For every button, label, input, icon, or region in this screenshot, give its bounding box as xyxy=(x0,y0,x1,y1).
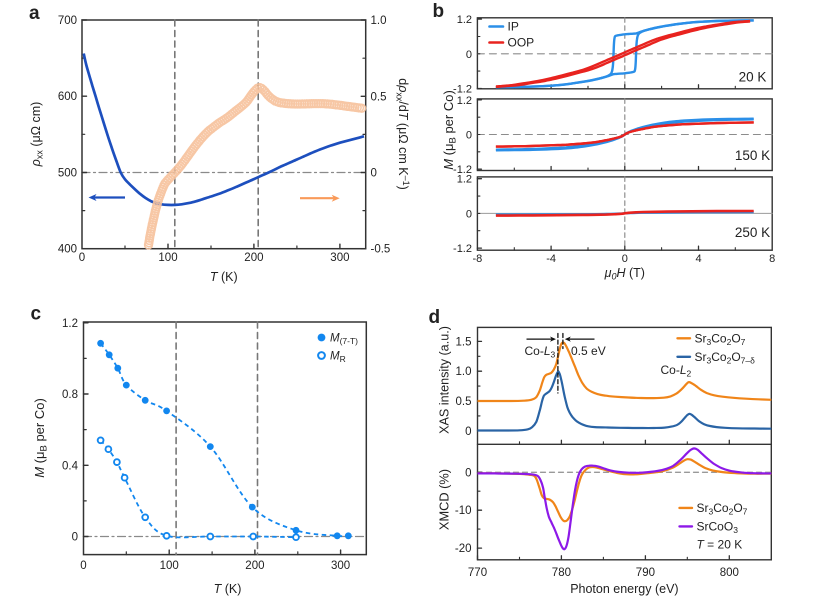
svg-text:200: 200 xyxy=(244,252,263,264)
svg-text:-1.2: -1.2 xyxy=(453,84,472,96)
svg-text:0.8: 0.8 xyxy=(62,389,78,401)
svg-text:0: 0 xyxy=(466,49,472,61)
svg-text:300: 300 xyxy=(330,252,349,264)
svg-text:T = 20 K: T = 20 K xyxy=(697,538,743,552)
svg-text:T (K): T (K) xyxy=(214,582,242,596)
svg-text:100: 100 xyxy=(158,252,177,264)
svg-text:790: 790 xyxy=(636,567,655,579)
svg-text:d: d xyxy=(429,307,441,328)
svg-text:μ0H (T): μ0H (T) xyxy=(604,266,645,282)
svg-text:c: c xyxy=(31,304,42,325)
svg-text:1.0: 1.0 xyxy=(456,366,472,378)
svg-text:1.5: 1.5 xyxy=(456,336,472,348)
svg-text:0: 0 xyxy=(79,252,85,264)
svg-text:1.2: 1.2 xyxy=(457,14,472,26)
svg-text:500: 500 xyxy=(58,168,77,180)
svg-text:8: 8 xyxy=(769,253,775,265)
svg-text:0: 0 xyxy=(72,532,78,544)
svg-text:Co-L2: Co-L2 xyxy=(661,363,692,379)
svg-text:XMCD (%): XMCD (%) xyxy=(437,469,452,530)
svg-text:dρxx/dT (μΩ cm K–1): dρxx/dT (μΩ cm K–1) xyxy=(395,78,412,190)
svg-text:150 K: 150 K xyxy=(735,148,770,163)
svg-text:M (μB per Co): M (μB per Co) xyxy=(441,90,459,170)
svg-text:0.4: 0.4 xyxy=(62,460,79,472)
svg-text:780: 780 xyxy=(552,567,571,579)
svg-text:-1.2: -1.2 xyxy=(453,243,472,255)
svg-text:Co-L3: Co-L3 xyxy=(525,344,556,360)
svg-text:Sr3Co2O7: Sr3Co2O7 xyxy=(697,501,748,517)
svg-text:770: 770 xyxy=(468,567,487,579)
svg-text:XAS intensity (a.u.): XAS intensity (a.u.) xyxy=(438,326,452,434)
svg-text:4: 4 xyxy=(695,253,701,265)
svg-text:MR: MR xyxy=(330,351,346,365)
svg-text:M(7-T): M(7-T) xyxy=(330,333,358,347)
svg-text:300: 300 xyxy=(331,560,350,572)
svg-text:-8: -8 xyxy=(473,253,483,265)
svg-text:1.0: 1.0 xyxy=(371,15,387,27)
svg-text:0.5 eV: 0.5 eV xyxy=(571,344,606,358)
svg-text:0.5: 0.5 xyxy=(456,396,472,408)
svg-text:0: 0 xyxy=(80,560,86,572)
svg-text:800: 800 xyxy=(720,567,739,579)
svg-text:M (μB per Co): M (μB per Co) xyxy=(32,398,50,478)
svg-text:20 K: 20 K xyxy=(739,70,767,85)
svg-text:ρxx (μΩ cm): ρxx (μΩ cm) xyxy=(29,102,45,168)
svg-text:1.2: 1.2 xyxy=(62,318,78,330)
svg-text:a: a xyxy=(29,3,40,24)
svg-text:0: 0 xyxy=(622,253,628,265)
svg-text:IP: IP xyxy=(508,20,519,34)
svg-text:-1.2: -1.2 xyxy=(453,164,472,176)
svg-text:0: 0 xyxy=(466,130,472,142)
svg-text:-4: -4 xyxy=(546,253,556,265)
svg-text:-0.5: -0.5 xyxy=(371,244,391,256)
svg-text:Photon energy (eV): Photon energy (eV) xyxy=(570,582,678,596)
svg-text:250 K: 250 K xyxy=(735,225,770,240)
svg-text:-20: -20 xyxy=(455,543,472,555)
svg-text:1.2: 1.2 xyxy=(457,95,472,107)
svg-text:T (K): T (K) xyxy=(210,270,238,284)
svg-text:0: 0 xyxy=(465,467,471,479)
svg-text:400: 400 xyxy=(58,244,77,256)
svg-text:0: 0 xyxy=(371,168,377,180)
svg-text:SrCoO3: SrCoO3 xyxy=(697,519,739,535)
svg-text:Sr3Co2O7: Sr3Co2O7 xyxy=(695,331,746,347)
svg-text:600: 600 xyxy=(58,91,77,103)
svg-text:-10: -10 xyxy=(455,505,472,517)
svg-text:OOP: OOP xyxy=(508,36,535,50)
svg-text:700: 700 xyxy=(58,15,77,27)
svg-text:100: 100 xyxy=(160,560,179,572)
svg-text:b: b xyxy=(433,1,445,22)
svg-text:1.2: 1.2 xyxy=(457,174,472,186)
svg-text:0: 0 xyxy=(465,426,471,438)
svg-text:0: 0 xyxy=(466,208,472,220)
svg-text:0.5: 0.5 xyxy=(371,91,387,103)
svg-text:200: 200 xyxy=(245,560,264,572)
